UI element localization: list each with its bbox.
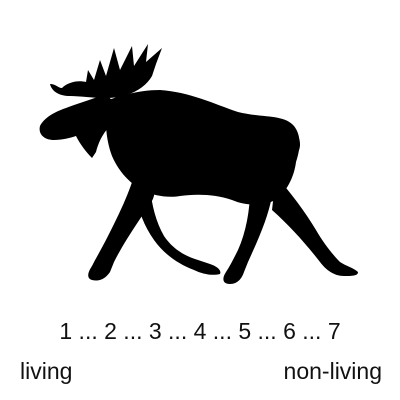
hind-leg-shape <box>223 190 272 284</box>
antler-shape <box>50 44 162 98</box>
moose-silhouette-icon <box>39 44 358 284</box>
scale-low-anchor-label: living <box>20 358 73 384</box>
stimulus-image <box>39 44 358 284</box>
head-shape <box>39 96 115 158</box>
ear-shape <box>110 82 124 100</box>
tail-shape <box>292 128 300 152</box>
rating-scale-numbers: 1 ... 2 ... 3 ... 4 ... 5 ... 6 ... 7 <box>59 318 341 344</box>
scale-high-anchor-label: non-living <box>283 358 382 384</box>
front-leg-shape <box>136 188 221 275</box>
body-shape <box>105 90 300 205</box>
hind-leg-shape <box>272 176 358 276</box>
